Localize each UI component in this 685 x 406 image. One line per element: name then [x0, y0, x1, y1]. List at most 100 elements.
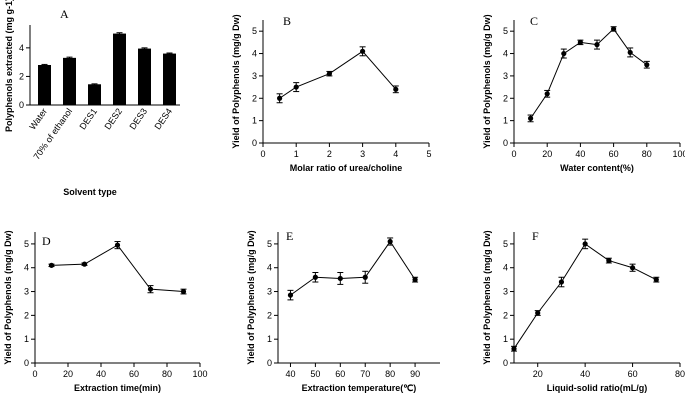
data-point — [337, 275, 343, 282]
x-tick-label: 5 — [426, 149, 431, 159]
category-label: DES3 — [127, 106, 149, 131]
chart-b: B 0 1 2 3 4 5 Yield of Polyphenols (mg/g Dw) 0 1 2… — [231, 14, 432, 173]
y-axis-label: Yield of Polyphenols (mg/g Dw) — [3, 230, 13, 364]
y-tick-label: 0 — [252, 138, 257, 148]
x-tick-label: 100 — [192, 369, 207, 379]
y-tick-label: 5 — [503, 26, 508, 36]
x-tick-label: 20 — [63, 369, 73, 379]
chart-f: F 0 1 2 3 4 5 Yield of Polyphenols (mg/g Dw) 20 4… — [482, 229, 685, 393]
y-tick-label: 1 — [503, 334, 508, 344]
x-tick-label: 0 — [511, 149, 516, 159]
x-tick-label: 60 — [129, 369, 139, 379]
panel-label: F — [532, 229, 539, 243]
chart-e: E 0 1 2 3 4 5 Yield of Polyphenols (mg/g Dw) 40 5… — [246, 229, 440, 393]
category-label: Water — [27, 106, 49, 131]
y-axis-label: Yield of Polyphenols (mg/g Dw) — [482, 230, 492, 364]
y-tick-label: 4 — [19, 43, 24, 53]
data-point — [535, 310, 541, 316]
y-tick-label: 3 — [503, 71, 508, 81]
data-point — [387, 238, 393, 245]
x-tick-label: 1 — [294, 149, 299, 159]
data-point — [544, 91, 550, 97]
x-tick-label: 40 — [96, 369, 106, 379]
y-tick-label: 4 — [503, 263, 508, 273]
y-tick-label: 0 — [503, 138, 508, 148]
data-point — [180, 288, 187, 295]
x-tick-label: 80 — [642, 149, 652, 159]
y-tick-label: 1 — [503, 116, 508, 126]
category-label: DES4 — [152, 106, 174, 131]
data-point — [362, 274, 368, 280]
y-tick-label: 5 — [24, 239, 29, 249]
data-point — [326, 71, 332, 77]
x-axis-label: Molar ratio of urea/choline — [290, 163, 403, 173]
x-tick-label: 0 — [260, 149, 265, 159]
data-point — [561, 50, 567, 57]
x-tick-label: 50 — [310, 369, 320, 379]
panel-label: E — [286, 229, 293, 243]
category-label: DES2 — [102, 106, 124, 131]
data-point — [653, 277, 659, 283]
y-tick-label: 3 — [24, 287, 29, 297]
x-tick-label: 4 — [393, 149, 398, 159]
series-line — [290, 240, 416, 296]
data-point — [558, 279, 565, 285]
data-point — [629, 265, 636, 271]
bar — [38, 65, 51, 105]
bar — [138, 48, 151, 105]
y-tick-label: 2 — [503, 310, 508, 320]
y-tick-label: 1 — [267, 334, 272, 344]
y-tick-label: 0 — [19, 100, 24, 110]
y-tick-label: 2 — [19, 71, 24, 81]
data-point — [114, 242, 121, 248]
y-tick-label: 3 — [503, 287, 508, 297]
data-point — [594, 42, 600, 48]
data-point — [611, 26, 617, 32]
y-tick-label: 3 — [267, 287, 272, 297]
x-tick-label: 20 — [533, 369, 543, 379]
y-tick-label: 0 — [503, 358, 508, 368]
y-axis-label: Yield of Polyphenols (mg/g Dw) — [246, 230, 256, 364]
bar — [113, 33, 126, 106]
y-tick-label: 2 — [267, 310, 272, 320]
y-tick-label: 4 — [267, 263, 272, 273]
x-tick-label: 40 — [580, 369, 590, 379]
x-axis-label: Extraction temperature(℃) — [302, 383, 417, 393]
y-tick-label: 4 — [24, 263, 29, 273]
data-point — [528, 115, 534, 121]
data-point — [644, 62, 650, 68]
category-label: DES1 — [77, 106, 99, 131]
x-axis-label: Liquid-solid ratio(mL/g) — [547, 383, 648, 393]
bar — [88, 84, 101, 105]
series-line — [513, 243, 657, 349]
data-point — [511, 346, 517, 352]
data-point — [577, 39, 584, 45]
data-point — [81, 261, 88, 267]
x-tick-label: 70 — [360, 369, 370, 379]
y-tick-label: 4 — [252, 49, 257, 59]
x-tick-label: 60 — [628, 369, 638, 379]
x-tick-label: 80 — [675, 369, 685, 379]
chart-c: C 0 1 2 3 4 5 Yield of Polyphenols (mg/g Dw) 0 20… — [482, 14, 685, 173]
panel-label: D — [42, 234, 51, 248]
y-tick-label: 4 — [503, 49, 508, 59]
y-tick-label: 0 — [267, 358, 272, 368]
y-tick-label: 3 — [252, 71, 257, 81]
data-point — [312, 274, 318, 280]
x-tick-label: 3 — [360, 149, 365, 159]
data-point — [393, 86, 399, 92]
y-tick-label: 1 — [252, 116, 257, 126]
data-point — [277, 95, 283, 101]
x-tick-label: 90 — [410, 369, 420, 379]
data-point — [147, 286, 154, 292]
data-point — [287, 292, 294, 298]
y-axis-label: Yield of Polyphenols (mg/g Dw) — [231, 14, 241, 148]
bar — [63, 57, 76, 105]
panel-label: A — [60, 7, 69, 21]
x-axis-label: Water content(%) — [560, 163, 634, 173]
panel-label: C — [530, 14, 538, 28]
x-axis-label: Solvent type — [63, 187, 117, 197]
y-tick-label: 2 — [252, 93, 257, 103]
